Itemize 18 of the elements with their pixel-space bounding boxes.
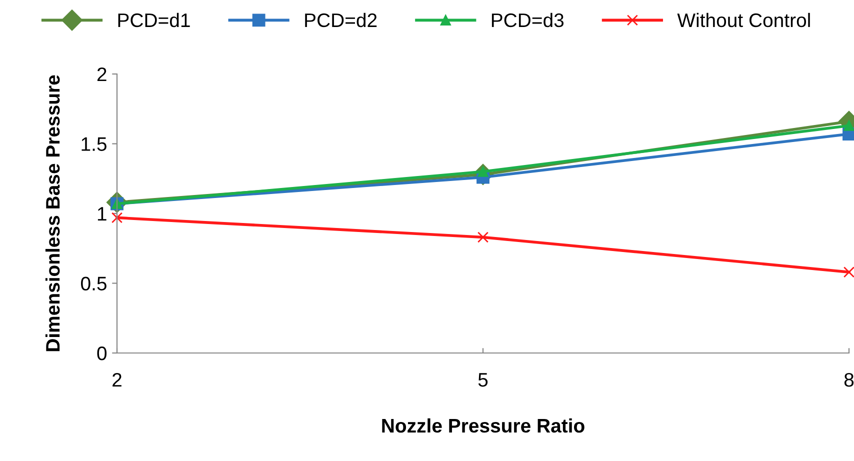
point [844, 120, 854, 131]
y-tick-label: 2 [97, 67, 106, 82]
legend-label: Without Control [677, 12, 810, 28]
y-axis-title: Dimensionless Base Pressure [45, 75, 60, 352]
point [843, 266, 854, 278]
y-tick-label: 0.5 [81, 276, 106, 290]
legend-label: PCD=d2 [305, 12, 377, 28]
x-axis-title: Nozzle Pressure Ratio [382, 418, 584, 433]
y-tick-label: 0 [97, 346, 107, 360]
y-tick-label: 1.5 [82, 137, 106, 151]
point [477, 232, 489, 243]
point [111, 212, 123, 224]
x-tick-label: 5 [478, 373, 488, 387]
x-tick-label: 2 [112, 372, 122, 387]
x-tick-label: 8 [844, 372, 854, 387]
legend-label: PCD=d3 [492, 12, 564, 28]
legend-label: PCD=d1 [118, 12, 190, 28]
y-tick-label: 1 [98, 207, 106, 221]
